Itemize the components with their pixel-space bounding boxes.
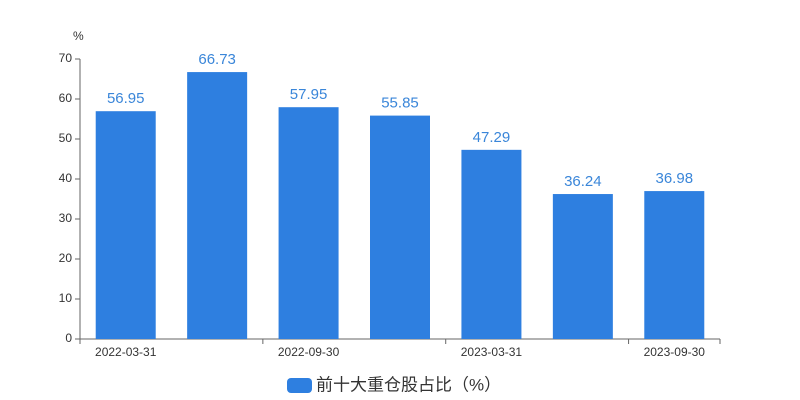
bar [370, 115, 430, 339]
value-label: 36.98 [656, 170, 694, 187]
bar [644, 191, 705, 339]
y-tick-label: 20 [59, 251, 73, 265]
y-tick-label: 0 [65, 331, 72, 345]
y-tick-label: 50 [59, 131, 73, 145]
y-tick-label: 40 [59, 171, 73, 185]
value-label: 66.73 [198, 51, 236, 68]
y-tick-label: 60 [59, 91, 73, 105]
bar [278, 107, 339, 339]
x-tick-label: 2022-09-30 [278, 345, 340, 359]
y-axis-label: % [73, 29, 84, 43]
bar [95, 111, 156, 339]
value-label: 56.95 [107, 90, 145, 107]
legend-swatch [287, 378, 312, 393]
legend-label: 前十大重仓股占比（%） [316, 375, 501, 394]
y-tick-label: 70 [59, 51, 73, 65]
value-label: 57.95 [290, 86, 328, 103]
x-tick-label: 2022-03-31 [95, 345, 157, 359]
value-label: 47.29 [473, 129, 511, 146]
y-tick-label: 30 [59, 211, 73, 225]
value-label: 36.24 [564, 173, 602, 190]
bar [552, 194, 613, 339]
y-tick-label: 10 [59, 291, 73, 305]
x-tick-label: 2023-09-30 [644, 345, 706, 359]
x-tick-label: 2023-03-31 [461, 345, 523, 359]
value-label: 55.85 [381, 95, 419, 112]
bar [187, 72, 248, 339]
bar [461, 149, 522, 339]
